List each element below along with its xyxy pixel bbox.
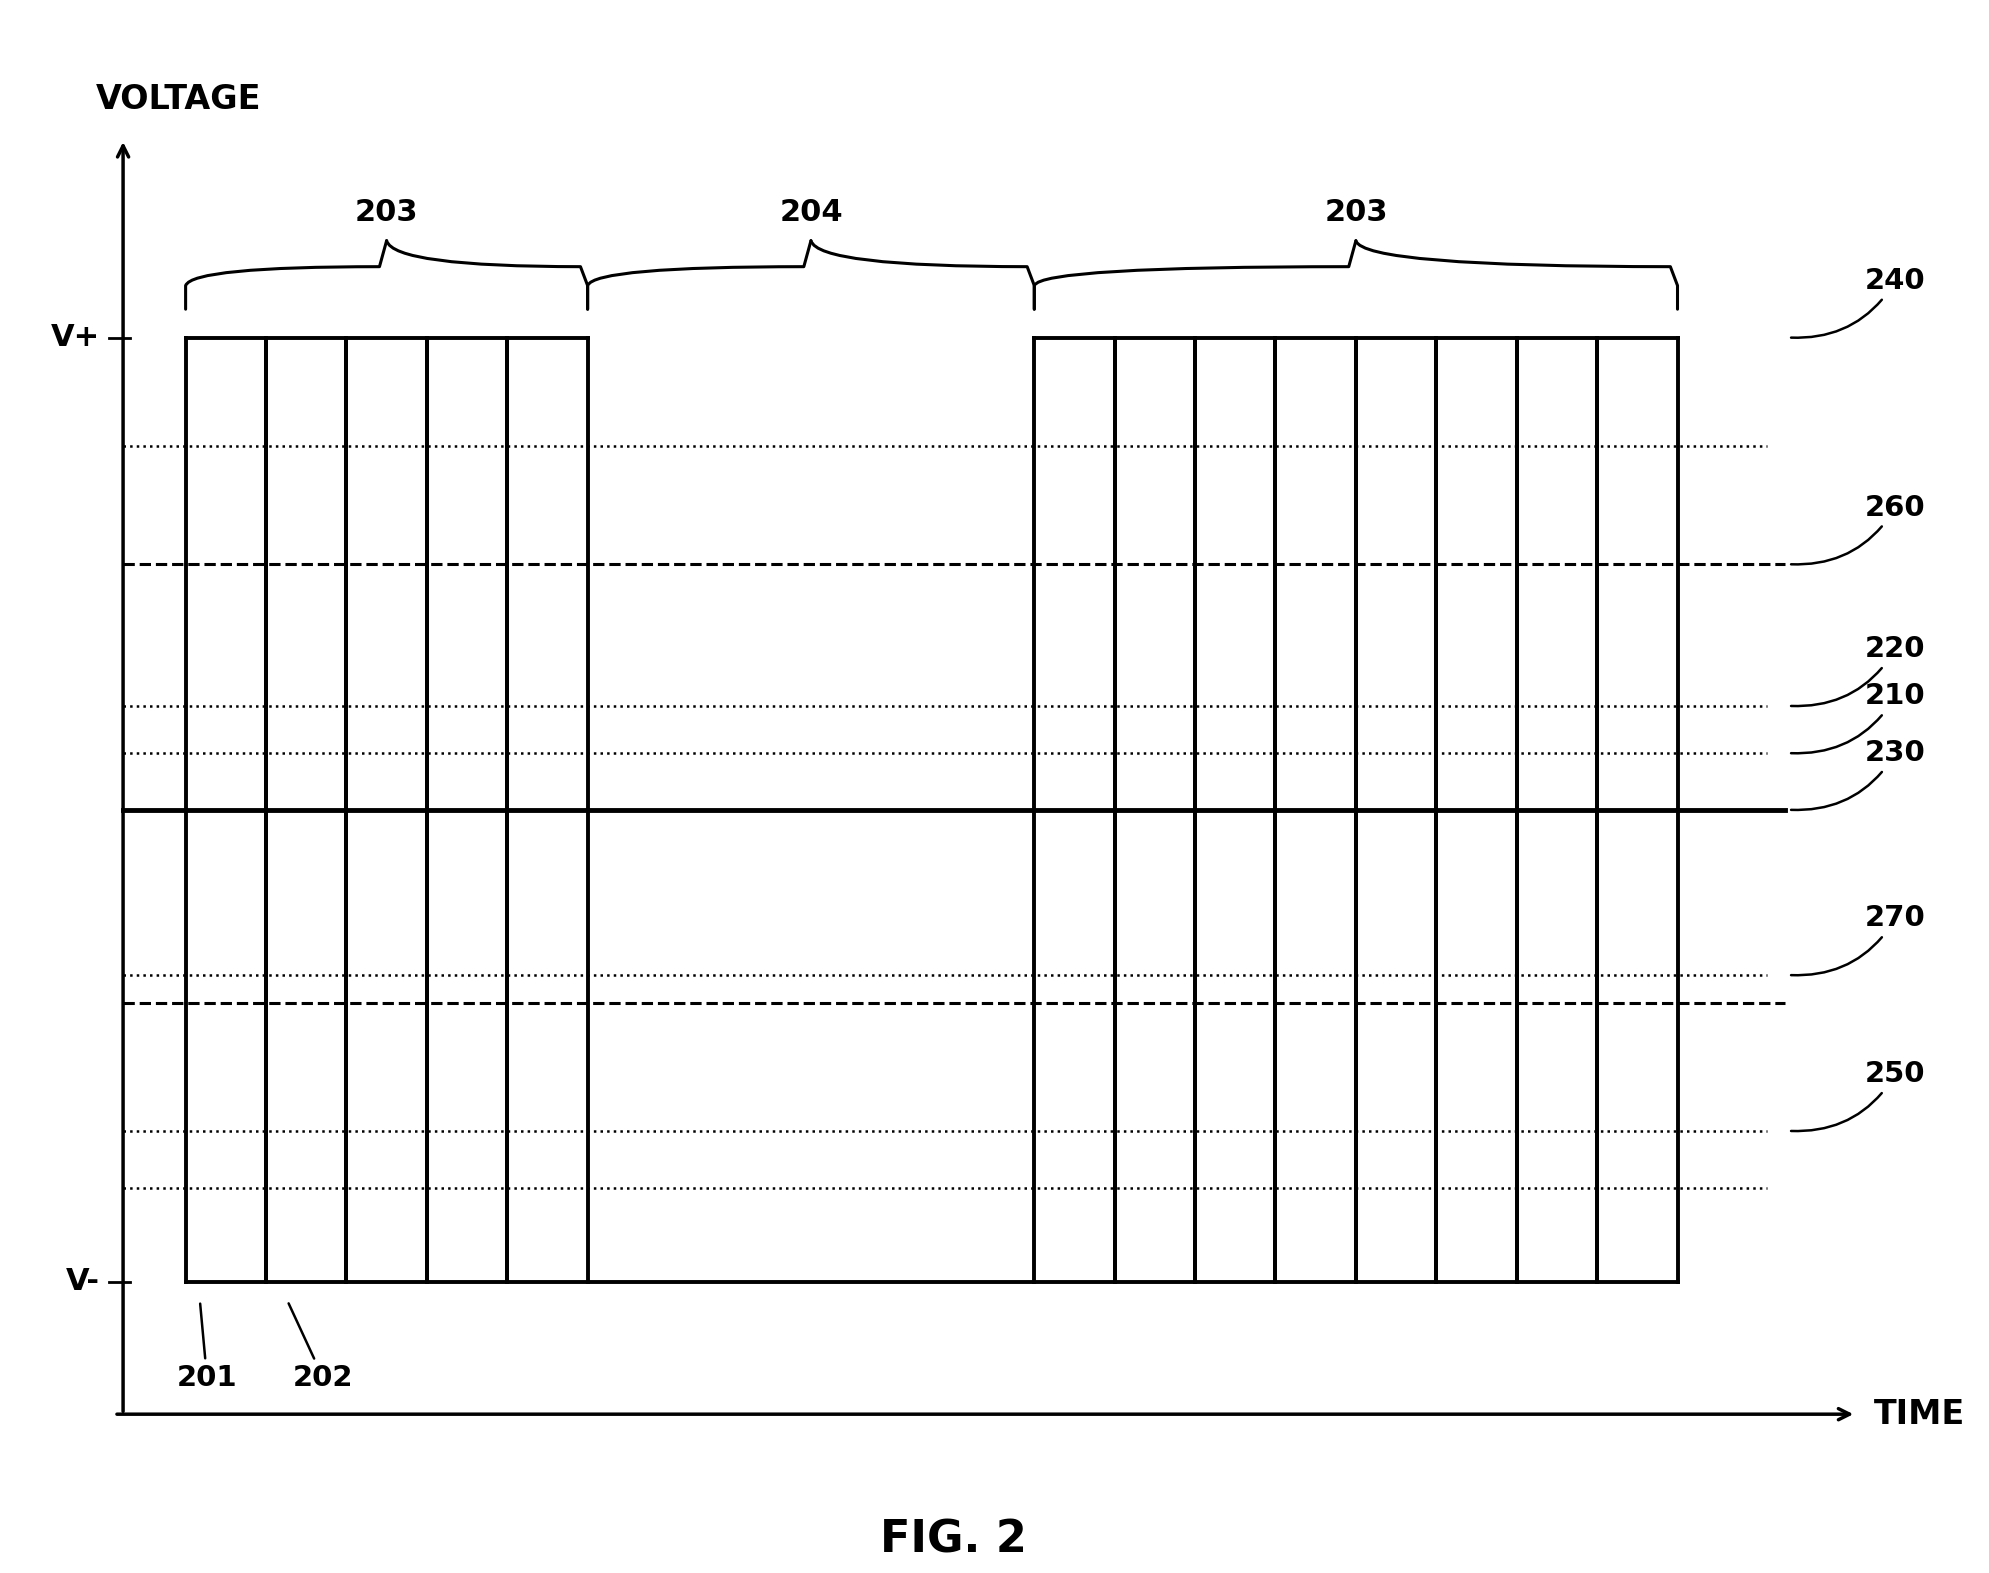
Text: 201: 201 (177, 1304, 237, 1392)
Text: 270: 270 (1790, 904, 1925, 975)
Text: 230: 230 (1790, 739, 1925, 810)
Text: 203: 203 (354, 198, 418, 227)
Text: 250: 250 (1790, 1060, 1925, 1131)
Text: 210: 210 (1790, 683, 1925, 753)
Text: 203: 203 (1325, 198, 1388, 227)
Text: TIME: TIME (1874, 1398, 1965, 1431)
Text: 260: 260 (1790, 494, 1925, 565)
Text: V-: V- (66, 1268, 99, 1296)
Text: FIG. 2: FIG. 2 (881, 1518, 1028, 1560)
Text: 220: 220 (1790, 635, 1925, 706)
Text: 204: 204 (780, 198, 843, 227)
Text: V+: V+ (50, 322, 99, 352)
Text: VOLTAGE: VOLTAGE (95, 82, 263, 115)
Text: 202: 202 (288, 1304, 354, 1392)
Text: 240: 240 (1790, 267, 1925, 338)
